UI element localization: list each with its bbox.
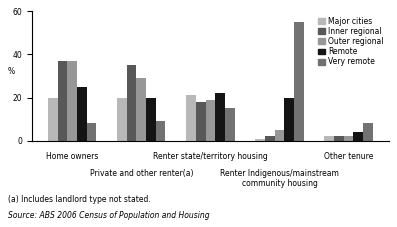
Bar <box>127 65 137 141</box>
Text: Renter state/territory housing: Renter state/territory housing <box>153 152 268 161</box>
Bar <box>146 98 156 141</box>
Bar <box>275 130 284 141</box>
Text: (a) Includes landlord type not stated.: (a) Includes landlord type not stated. <box>8 195 151 204</box>
Text: Private and other renter(a): Private and other renter(a) <box>90 168 193 178</box>
Bar <box>48 98 58 141</box>
Bar <box>344 136 353 141</box>
Bar <box>215 93 225 141</box>
Bar <box>334 136 344 141</box>
Bar <box>117 98 127 141</box>
Bar <box>265 136 275 141</box>
Legend: Major cities, Inner regional, Outer regional, Remote, Very remote: Major cities, Inner regional, Outer regi… <box>317 15 385 68</box>
Bar <box>324 136 334 141</box>
Bar <box>225 108 235 141</box>
Bar <box>255 138 265 141</box>
Bar <box>353 132 363 141</box>
Bar <box>58 61 67 141</box>
Bar <box>294 22 304 141</box>
Bar <box>196 102 206 141</box>
Text: Renter Indigenous/mainstream
community housing: Renter Indigenous/mainstream community h… <box>220 168 339 188</box>
Text: Home owners: Home owners <box>46 152 98 161</box>
Bar <box>137 78 146 141</box>
Bar <box>363 123 373 141</box>
Bar <box>67 61 77 141</box>
Text: Other tenure: Other tenure <box>324 152 373 161</box>
Bar <box>206 100 215 141</box>
Bar <box>156 121 166 141</box>
Text: Source: ABS 2006 Census of Population and Housing: Source: ABS 2006 Census of Population an… <box>8 211 210 220</box>
Bar <box>284 98 294 141</box>
Bar <box>186 95 196 141</box>
Bar <box>87 123 96 141</box>
Bar <box>77 87 87 141</box>
Y-axis label: %: % <box>7 67 14 76</box>
